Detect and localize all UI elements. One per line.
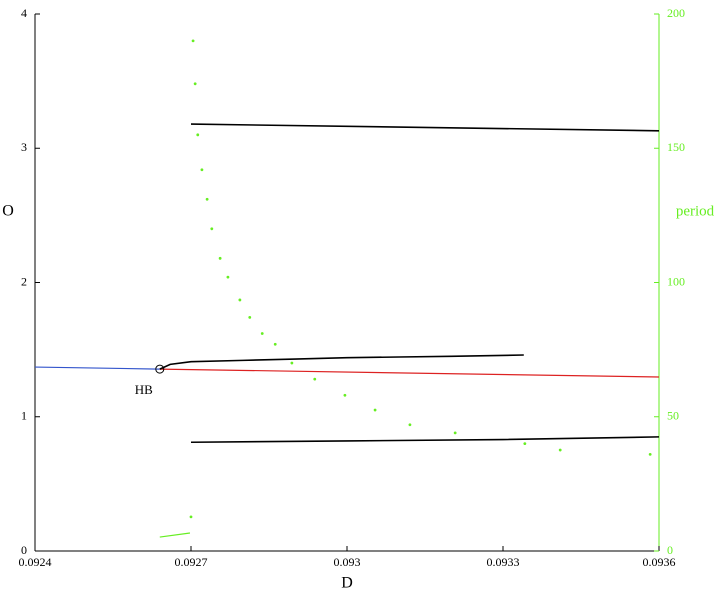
y2-axis-label: period	[676, 203, 715, 219]
period-point	[226, 275, 230, 279]
x-tick-label: 0.0924	[19, 555, 52, 569]
period-point	[290, 361, 294, 365]
period-point	[523, 442, 527, 445]
y-tick-label: 4	[21, 6, 27, 20]
annotation: HB	[135, 382, 153, 397]
x-tick-label: 0.093	[334, 555, 361, 569]
period-point	[193, 82, 197, 86]
y2-tick-label: 100	[667, 274, 685, 288]
y-tick-label: 3	[21, 140, 27, 154]
period-point	[260, 332, 264, 335]
period-point	[373, 408, 377, 412]
period-point	[453, 431, 457, 435]
period-point	[648, 452, 652, 456]
period-point	[248, 316, 252, 319]
period-point	[205, 197, 209, 201]
period-point	[196, 133, 200, 137]
y2-tick-label: 0	[667, 543, 673, 557]
x-tick-label: 0.0936	[643, 555, 676, 569]
y-axis-label: O	[2, 203, 14, 220]
branch-line	[159, 354, 524, 370]
branch-line	[190, 436, 660, 444]
x-tick-label: 0.0927	[175, 555, 208, 569]
branch-line	[159, 532, 191, 538]
y-tick-label: 0	[21, 543, 27, 557]
y-tick-label: 2	[21, 274, 27, 288]
branch-line	[159, 368, 660, 378]
period-point	[343, 393, 347, 397]
y2-tick-label: 150	[667, 140, 685, 154]
y2-tick-label: 200	[667, 6, 685, 20]
period-point	[189, 515, 193, 519]
annotation-marker	[155, 364, 165, 374]
y-tick-label: 1	[21, 409, 27, 423]
x-tick-label: 0.0933	[487, 555, 520, 569]
period-point	[313, 377, 317, 381]
period-point	[218, 256, 222, 260]
period-point	[191, 39, 195, 43]
period-point	[210, 227, 214, 231]
x-axis-label: D	[341, 575, 353, 592]
period-point	[408, 423, 412, 427]
period-point	[273, 342, 277, 346]
period-point	[200, 168, 204, 172]
branch-line	[34, 366, 160, 370]
period-point	[238, 298, 242, 302]
y2-tick-label: 50	[667, 409, 679, 423]
branch-line	[190, 123, 660, 132]
period-point	[558, 448, 562, 452]
